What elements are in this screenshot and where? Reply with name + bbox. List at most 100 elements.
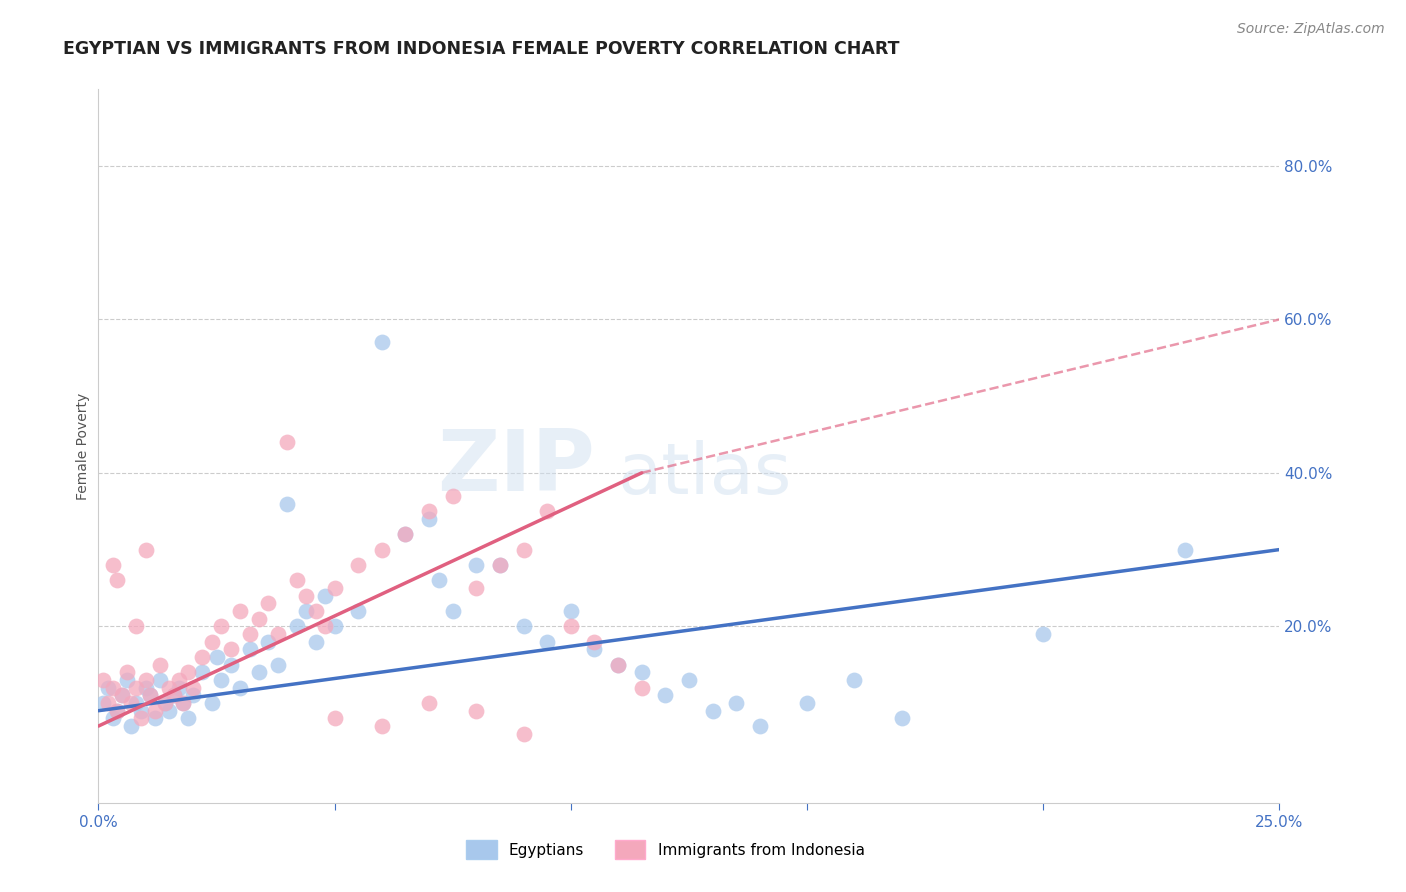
Point (167, 673, 190, 687)
Point (139, 689, 162, 703)
Point (347, 604, 370, 618)
Point (209, 619, 232, 633)
Point (143, 704, 166, 718)
Point (135, 681, 157, 695)
Point (295, 589, 318, 603)
Point (323, 581, 346, 595)
Y-axis label: Female Poverty: Female Poverty (76, 392, 90, 500)
Point (229, 681, 252, 695)
Point (201, 634, 224, 648)
Point (149, 673, 172, 687)
Point (1032, 627, 1054, 641)
Point (394, 527, 416, 541)
Point (121, 719, 143, 733)
Point (489, 558, 512, 572)
Text: ZIP: ZIP (437, 425, 595, 509)
Point (157, 704, 180, 718)
Point (177, 711, 200, 725)
Point (149, 657, 172, 672)
Point (157, 681, 180, 695)
Point (796, 696, 818, 710)
Point (441, 489, 464, 503)
Point (97, 696, 120, 710)
Point (512, 619, 534, 633)
Point (583, 634, 606, 648)
Point (172, 696, 194, 710)
Point (191, 650, 214, 665)
Point (121, 696, 143, 710)
Point (219, 642, 242, 657)
Point (323, 711, 346, 725)
Point (229, 604, 252, 618)
Point (418, 696, 440, 710)
Point (314, 619, 336, 633)
Point (177, 665, 200, 680)
Point (725, 696, 748, 710)
Point (654, 689, 676, 703)
Point (285, 619, 308, 633)
Point (276, 435, 298, 450)
Point (394, 527, 416, 541)
Point (219, 657, 242, 672)
Point (678, 673, 700, 687)
Point (129, 704, 152, 718)
Point (111, 689, 134, 703)
Point (347, 558, 370, 572)
Text: atlas: atlas (619, 440, 793, 509)
Point (295, 604, 318, 618)
Point (536, 634, 558, 648)
Point (247, 612, 270, 626)
Point (129, 711, 152, 725)
Point (135, 542, 157, 557)
Point (101, 558, 124, 572)
Text: EGYPTIAN VS IMMIGRANTS FROM INDONESIA FEMALE POVERTY CORRELATION CHART: EGYPTIAN VS IMMIGRANTS FROM INDONESIA FE… (63, 40, 900, 58)
Point (607, 657, 630, 672)
Point (418, 504, 440, 518)
Point (323, 619, 346, 633)
Point (427, 574, 450, 588)
Point (153, 696, 176, 710)
Point (163, 689, 186, 703)
Point (267, 657, 290, 672)
Point (115, 673, 138, 687)
Point (305, 604, 328, 618)
Point (111, 689, 134, 703)
Point (441, 604, 464, 618)
Point (125, 696, 148, 710)
Point (465, 581, 488, 595)
Point (371, 335, 394, 350)
Point (371, 719, 394, 733)
Point (560, 604, 582, 618)
Point (314, 589, 336, 603)
Point (489, 558, 512, 572)
Point (115, 665, 138, 680)
Point (465, 558, 488, 572)
Point (105, 704, 128, 718)
Point (105, 574, 128, 588)
Point (536, 504, 558, 518)
Point (125, 619, 148, 633)
Point (139, 689, 162, 703)
Point (371, 542, 394, 557)
Point (101, 681, 124, 695)
Point (163, 689, 186, 703)
Point (205, 650, 228, 665)
Point (209, 673, 232, 687)
Point (560, 619, 582, 633)
Point (285, 574, 308, 588)
Point (239, 627, 262, 641)
Point (512, 727, 534, 741)
Point (630, 681, 652, 695)
Point (105, 704, 128, 718)
Point (607, 657, 630, 672)
Point (257, 596, 280, 610)
Point (512, 542, 534, 557)
Point (101, 711, 124, 725)
Point (191, 665, 214, 680)
Point (239, 642, 262, 657)
Point (418, 512, 440, 526)
Point (181, 689, 204, 703)
Point (135, 673, 157, 687)
Point (1174, 542, 1197, 557)
Point (583, 642, 606, 657)
